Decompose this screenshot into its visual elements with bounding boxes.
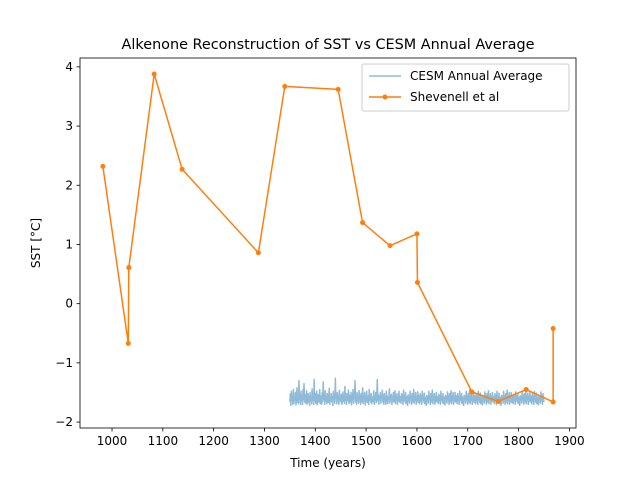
data-point-shevenell [495,398,501,404]
data-point-shevenell [255,250,261,256]
x-tick-label: 1200 [198,434,229,448]
data-point-shevenell [550,326,556,332]
chart-title: Alkenone Reconstruction of SST vs CESM A… [122,37,535,53]
legend-label-cesm: CESM Annual Average [410,69,543,83]
data-point-shevenell [100,163,106,169]
y-tick-label: 3 [65,119,73,133]
data-point-shevenell [414,231,420,237]
x-tick-label: 1400 [300,434,331,448]
x-tick-label: 1300 [249,434,280,448]
axes-frame [79,57,577,429]
data-point-shevenell [414,279,420,285]
y-tick-label: −2 [55,415,73,429]
legend: CESM Annual Average Shevenell et al [361,63,570,112]
data-point-shevenell [179,166,185,172]
data-point-shevenell [335,86,341,92]
y-tick-label: 0 [65,297,73,311]
y-tick-label: 4 [65,60,73,74]
data-point-shevenell [550,399,556,405]
data-point-shevenell [469,389,475,395]
x-tick-label: 1700 [452,434,483,448]
x-tick-label: 1500 [351,434,382,448]
y-tick-label: −1 [55,356,73,370]
x-axis-label: Time (years) [289,456,366,470]
legend-marker-shevenell [382,94,388,100]
x-tick-label: 1900 [554,434,585,448]
x-tick-label: 1600 [402,434,433,448]
legend-label-shevenell: Shevenell et al [410,90,499,104]
data-point-shevenell [282,83,288,89]
series-line-cesm [289,377,545,407]
data-point-shevenell [151,71,157,77]
y-axis-label: SST [°C] [29,218,43,268]
data-point-shevenell [360,220,366,226]
x-tick-label: 1000 [97,434,128,448]
plot-area [80,58,576,428]
x-tick-label: 1100 [148,434,179,448]
ticks-layer: 1000 1100 1200 1300 1400 1500 1600 1700 1800 1900… [55,60,584,448]
data-point-shevenell [125,340,131,346]
y-tick-label: 2 [65,178,73,192]
legend-box [361,63,570,112]
data-point-shevenell [387,243,393,249]
series-layer [100,71,556,407]
axes-layer [79,57,577,429]
x-tick-label: 1800 [503,434,534,448]
data-point-shevenell [523,387,529,393]
data-point-shevenell [126,265,132,271]
y-tick-label: 1 [65,237,73,251]
